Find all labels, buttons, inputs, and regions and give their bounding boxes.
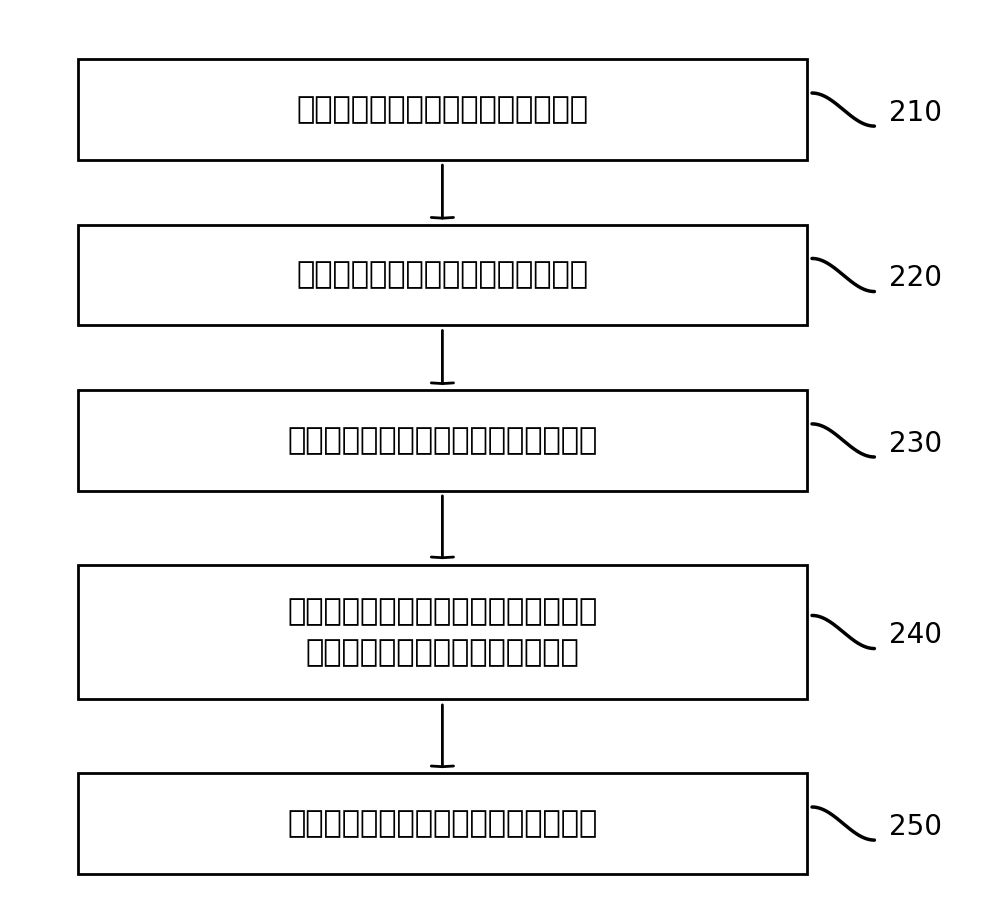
Text: 提供一衬底，在衬底一侧生长加热层: 提供一衬底，在衬底一侧生长加热层 bbox=[296, 95, 588, 124]
Text: 250: 250 bbox=[889, 813, 942, 841]
Text: 在加热层远离衬底一侧生长氮化镓层: 在加热层远离衬底一侧生长氮化镓层 bbox=[296, 260, 588, 289]
Text: 240: 240 bbox=[889, 621, 942, 649]
Bar bbox=[78, 564, 807, 699]
Text: 刻蚀衬底远离加热层的一侧形成通孔区: 刻蚀衬底远离加热层的一侧形成通孔区 bbox=[287, 426, 598, 455]
Text: 230: 230 bbox=[889, 430, 942, 458]
Text: 210: 210 bbox=[889, 99, 942, 127]
Text: 220: 220 bbox=[889, 264, 942, 292]
Text: 在氮化镓层远离衬底一侧生长上电极层: 在氮化镓层远离衬底一侧生长上电极层 bbox=[287, 809, 598, 838]
Bar bbox=[78, 390, 807, 491]
Bar bbox=[78, 225, 807, 325]
Bar bbox=[78, 774, 807, 873]
Bar bbox=[78, 60, 807, 160]
Text: 在衬底远离加热层一侧设置下电极层，
下电极层和加热层在通孔区相接触: 在衬底远离加热层一侧设置下电极层， 下电极层和加热层在通孔区相接触 bbox=[287, 597, 598, 667]
